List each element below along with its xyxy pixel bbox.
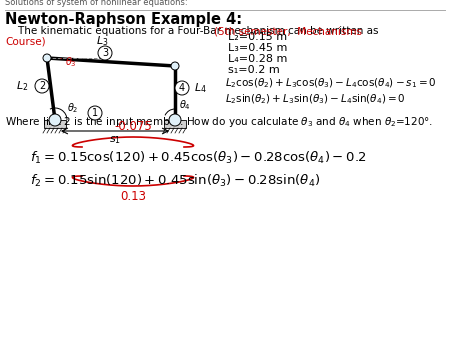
Text: $s_1$: $s_1$ xyxy=(109,134,121,146)
Text: $\theta_4$: $\theta_4$ xyxy=(179,98,191,112)
Text: The kinematic equations for a Four-Bar mechanism can be written as: The kinematic equations for a Four-Bar m… xyxy=(5,26,382,36)
Text: (5th semester,  Mechanisms: (5th semester, Mechanisms xyxy=(214,26,362,36)
Text: 4: 4 xyxy=(179,83,185,93)
Text: 0.13: 0.13 xyxy=(120,190,146,203)
Circle shape xyxy=(43,54,51,62)
Text: $\theta_3$: $\theta_3$ xyxy=(65,55,77,69)
Circle shape xyxy=(175,81,189,95)
Text: $L_3$: $L_3$ xyxy=(96,34,108,48)
Text: L₂=0.15 m: L₂=0.15 m xyxy=(228,32,287,42)
Circle shape xyxy=(171,62,179,70)
Text: s₁=0.2 m: s₁=0.2 m xyxy=(228,65,280,75)
Text: 3: 3 xyxy=(102,48,108,58)
Text: Course): Course) xyxy=(5,37,45,47)
Bar xyxy=(44,120,66,128)
Text: $f_2=0.15\sin(120)+0.45\sin(\theta_3)-0.28\sin(\theta_4)$: $f_2=0.15\sin(120)+0.45\sin(\theta_3)-0.… xyxy=(30,173,320,189)
Circle shape xyxy=(88,106,102,120)
Text: -0.075: -0.075 xyxy=(114,120,152,133)
Text: $L_2\cos(\theta_2)+L_3\cos(\theta_3)-L_4\cos(\theta_4)-s_1=0$: $L_2\cos(\theta_2)+L_3\cos(\theta_3)-L_4… xyxy=(225,76,436,90)
Bar xyxy=(164,120,186,128)
Circle shape xyxy=(35,79,49,93)
Text: Where link 2 is the input member. How do you calculate $\theta_3$ and $\theta_4$: Where link 2 is the input member. How do… xyxy=(5,115,433,129)
Text: $L_4$: $L_4$ xyxy=(194,81,207,95)
Text: $L_2\sin(\theta_2)+L_3\sin(\theta_3)-L_4\sin(\theta_4)=0$: $L_2\sin(\theta_2)+L_3\sin(\theta_3)-L_4… xyxy=(225,92,406,105)
Text: $L_2$: $L_2$ xyxy=(16,79,28,93)
Circle shape xyxy=(98,46,112,60)
Text: $f_1=0.15\cos(120)+0.45\cos(\theta_3)-0.28\cos(\theta_4)-0.2$: $f_1=0.15\cos(120)+0.45\cos(\theta_3)-0.… xyxy=(30,150,367,166)
Text: Newton-Raphson Example 4:: Newton-Raphson Example 4: xyxy=(5,12,242,27)
Text: L₄=0.28 m: L₄=0.28 m xyxy=(228,54,288,64)
Circle shape xyxy=(169,114,181,126)
Text: 1: 1 xyxy=(92,108,98,118)
Text: $\theta_2$: $\theta_2$ xyxy=(67,101,78,115)
Text: Solutions of system of nonlinear equations:: Solutions of system of nonlinear equatio… xyxy=(5,0,188,7)
Circle shape xyxy=(49,114,61,126)
Text: L₃=0.45 m: L₃=0.45 m xyxy=(228,43,288,53)
Text: 2: 2 xyxy=(39,81,45,91)
